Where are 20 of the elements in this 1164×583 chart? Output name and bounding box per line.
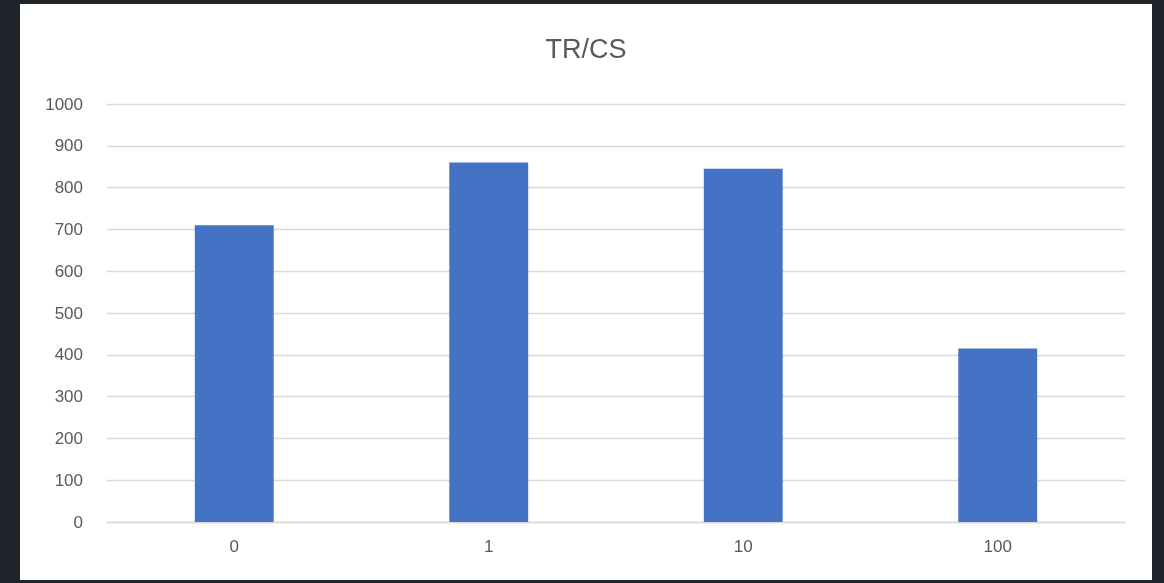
y-tick-label: 900 <box>54 136 83 156</box>
y-tick-label: 0 <box>73 512 83 532</box>
bar <box>449 162 529 522</box>
bar <box>703 168 783 522</box>
y-tick-label: 200 <box>54 428 83 448</box>
x-tick-label: 100 <box>983 537 1012 556</box>
y-tick-label: 300 <box>54 387 83 407</box>
x-tick-label: 0 <box>229 537 239 556</box>
x-tick-label: 1 <box>484 537 494 556</box>
y-tick-label: 400 <box>54 345 83 365</box>
y-tick-label: 500 <box>54 303 83 323</box>
y-tick-label: 100 <box>54 470 83 490</box>
bar <box>958 348 1038 522</box>
y-tick-label: 700 <box>54 219 83 239</box>
bar <box>194 225 274 522</box>
y-tick-label: 600 <box>54 261 83 281</box>
x-tick-label: 10 <box>733 537 753 556</box>
y-tick-label: 800 <box>54 178 83 198</box>
chart-title: TR/CS <box>545 33 627 64</box>
y-tick-label: 1000 <box>45 94 83 114</box>
